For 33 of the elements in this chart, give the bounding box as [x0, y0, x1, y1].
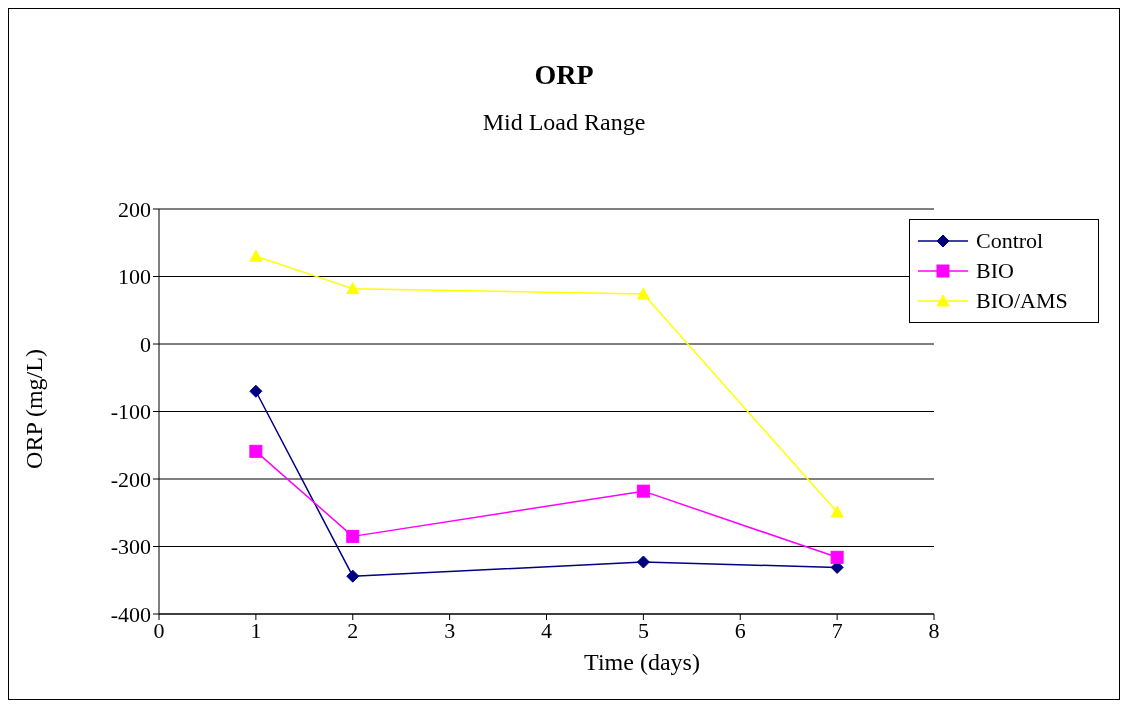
point: [636, 555, 650, 569]
point: [346, 569, 360, 583]
x-tick-label: 2: [347, 617, 359, 643]
legend-label: BIO/AMS: [976, 287, 1068, 315]
point: [636, 287, 650, 300]
point: [249, 249, 263, 262]
legend-label: Control: [976, 227, 1044, 255]
y-tick-label: -100: [110, 399, 151, 425]
point: [249, 384, 263, 398]
y-tick-label: -300: [110, 534, 151, 560]
point: [346, 282, 360, 295]
y-tick-label: -200: [110, 466, 151, 492]
point: [249, 444, 263, 458]
x-tick-label: 8: [928, 617, 940, 643]
legend-label: BIO: [976, 257, 1014, 285]
y-tick-label: -400: [110, 601, 151, 627]
x-tick-label: 3: [444, 617, 456, 643]
y-tick-label: 200: [118, 196, 151, 222]
chart-subtitle: Mid Load Range: [481, 109, 647, 136]
point: [830, 550, 844, 564]
x-tick-label: 6: [734, 617, 746, 643]
x-axis-title: Time (days): [583, 649, 701, 676]
point: [346, 529, 360, 543]
x-tick-label: 5: [637, 617, 649, 643]
point: [636, 484, 650, 498]
y-tick-label: 0: [140, 331, 151, 357]
chart-title: ORP: [533, 59, 595, 91]
x-tick-label: 1: [250, 617, 262, 643]
y-tick-label: 100: [118, 264, 151, 290]
x-tick-label: 7: [831, 617, 843, 643]
x-tick-label: 4: [541, 617, 552, 643]
point: [830, 505, 844, 518]
y-axis-title: ORP (mg/L): [20, 349, 48, 469]
